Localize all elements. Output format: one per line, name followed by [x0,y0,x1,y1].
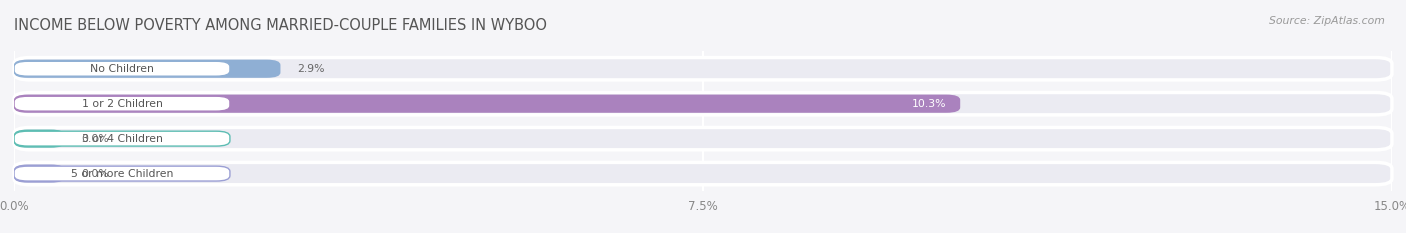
FancyBboxPatch shape [14,96,231,111]
FancyBboxPatch shape [14,130,65,148]
Text: 0.0%: 0.0% [82,169,108,178]
Text: INCOME BELOW POVERTY AMONG MARRIED-COUPLE FAMILIES IN WYBOO: INCOME BELOW POVERTY AMONG MARRIED-COUPL… [14,18,547,33]
FancyBboxPatch shape [14,127,1392,150]
FancyBboxPatch shape [14,162,1392,185]
FancyBboxPatch shape [14,58,1392,80]
Text: Source: ZipAtlas.com: Source: ZipAtlas.com [1270,16,1385,26]
FancyBboxPatch shape [14,61,231,76]
Text: No Children: No Children [90,64,153,74]
Text: 5 or more Children: 5 or more Children [70,169,173,178]
Text: 3 or 4 Children: 3 or 4 Children [82,134,163,144]
Text: 2.9%: 2.9% [297,64,325,74]
Text: 0.0%: 0.0% [82,134,108,144]
FancyBboxPatch shape [14,131,231,146]
FancyBboxPatch shape [14,166,231,181]
Text: 1 or 2 Children: 1 or 2 Children [82,99,163,109]
FancyBboxPatch shape [14,93,1392,115]
FancyBboxPatch shape [14,164,65,183]
FancyBboxPatch shape [14,60,280,78]
Text: 10.3%: 10.3% [912,99,946,109]
FancyBboxPatch shape [14,95,960,113]
